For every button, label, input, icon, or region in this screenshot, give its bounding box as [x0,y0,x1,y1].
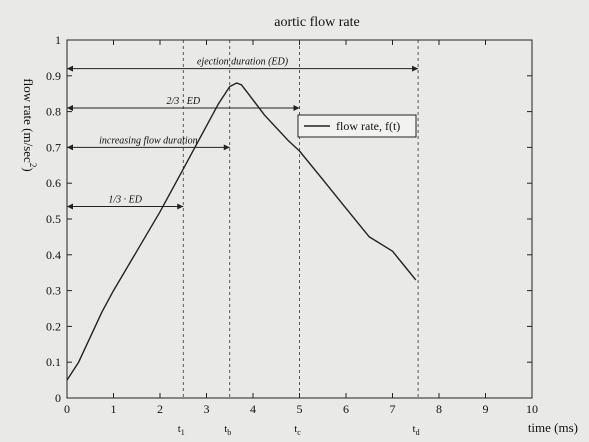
annotation-label: 1/3 · ED [108,194,142,205]
annotation-arrowhead [177,203,184,210]
y-tick-label: 0.1 [46,355,61,369]
y-axis-label: flow rate (m/sec2) [21,78,38,171]
annotation-label: 2/3 · ED [166,96,200,107]
y-axis-label-superscript: 2 [28,163,38,168]
x-tick-label: 6 [343,402,349,416]
y-axis-label-main: flow rate (m/sec [21,78,36,163]
x-tick-label: 7 [390,402,396,416]
annotation-label: ejection duration (ED) [197,57,289,68]
vertical-marker-label: tb [224,423,231,437]
x-tick-label: 0 [64,402,70,416]
legend-label: flow rate, f(t) [336,119,400,133]
series-line-flow-rate [66,82,417,381]
y-tick-label: 0.5 [46,212,61,226]
legend-box [297,114,417,138]
x-tick-label: 2 [157,402,163,416]
x-tick-label: 1 [111,402,117,416]
annotation-arrowhead [412,65,419,72]
x-tick-label: 3 [204,402,210,416]
vertical-marker-label: t1 [178,423,185,437]
annotation-arrowhead [67,65,73,72]
y-tick-label: 0.4 [46,248,61,262]
y-tick-label: 0.2 [46,319,61,333]
annotation-arrowhead [67,203,73,210]
y-tick-label: 0.7 [46,140,61,154]
chart-title: aortic flow rate [274,15,360,30]
y-tick-label: 0.8 [46,105,61,119]
x-tick-label: 9 [483,402,489,416]
x-tick-label: 8 [436,402,442,416]
y-tick-label: 0.3 [46,284,61,298]
plot-frame [66,39,533,399]
x-tick-label: 4 [250,402,256,416]
annotation-arrowhead [67,105,73,112]
annotation-arrowhead [67,144,73,151]
x-tick-label: 10 [526,402,538,416]
annotation-label: increasing flow duration [99,135,198,146]
y-tick-label: 0.6 [46,176,61,190]
y-axis-label-close: ) [21,167,36,171]
annotation-arrowhead [293,105,300,112]
vertical-marker-label: tc [294,423,301,437]
x-axis-label: time (ms) [528,420,578,435]
y-tick-label: 0.9 [46,69,61,83]
legend: flow rate, f(t) [297,114,417,138]
y-tick-label: 1 [55,33,61,47]
annotation-arrowhead [223,144,230,151]
y-tick-label: 0 [55,391,61,405]
vertical-marker-label: td [413,423,420,437]
x-tick-label: 5 [297,402,303,416]
